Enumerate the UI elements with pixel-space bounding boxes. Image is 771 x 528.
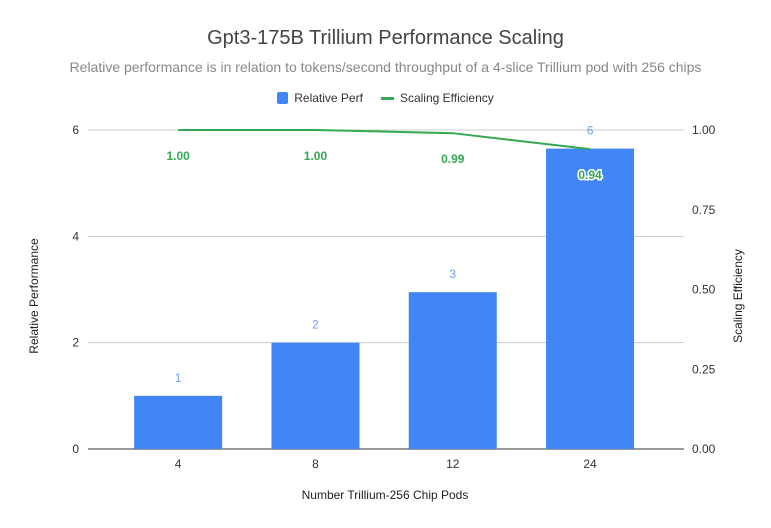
x-tick-label: 8 — [312, 457, 319, 471]
x-tick-label: 24 — [583, 457, 597, 471]
y-tick-label: 4 — [72, 229, 79, 243]
x-tick-label: 4 — [175, 457, 182, 471]
line-data-label: 0.99 — [441, 152, 465, 166]
legend-item-bar: Relative Perf — [277, 91, 363, 105]
y2-axis-title: Scaling Efficiency — [731, 249, 745, 343]
y-axis-title: Relative Performance — [27, 238, 41, 354]
y2-tick-label: 0.75 — [692, 203, 716, 217]
y2-tick-label: 1.00 — [692, 123, 716, 137]
legend: Relative Perf Scaling Efficiency — [0, 91, 771, 105]
chart-subtitle: Relative performance is in relation to t… — [69, 59, 702, 75]
y2-tick-label: 0.00 — [692, 442, 716, 456]
bar — [271, 342, 360, 449]
bar-data-label: 1 — [175, 371, 182, 385]
bar — [408, 292, 497, 449]
bar-data-label: 6 — [587, 124, 594, 138]
chart-title: Gpt3-175B Trillium Performance Scaling — [207, 27, 564, 49]
bar — [546, 148, 635, 449]
line-data-label: 1.00 — [304, 149, 328, 163]
legend-swatch-bar — [277, 92, 289, 104]
legend-label: Scaling Efficiency — [399, 91, 494, 105]
bar — [134, 395, 223, 449]
x-tick-label: 12 — [446, 457, 460, 471]
legend-label: Relative Perf — [294, 91, 363, 105]
legend-swatch-line — [380, 96, 394, 100]
line-data-label: 1.00 — [166, 149, 190, 163]
y2-tick-label: 0.25 — [692, 362, 716, 376]
y-tick-label: 2 — [72, 336, 79, 350]
legend-item-line: Scaling Efficiency — [380, 91, 494, 105]
line-data-label: 0.94 — [578, 168, 602, 182]
bar-data-label: 2 — [312, 318, 319, 332]
x-axis-title: Number Trillium-256 Chip Pods — [302, 488, 469, 502]
efficiency-line — [178, 129, 591, 151]
y2-tick-label: 0.50 — [692, 283, 716, 297]
y-tick-label: 0 — [72, 442, 79, 456]
bar-data-label: 3 — [449, 267, 456, 281]
y-tick-label: 6 — [72, 123, 79, 137]
